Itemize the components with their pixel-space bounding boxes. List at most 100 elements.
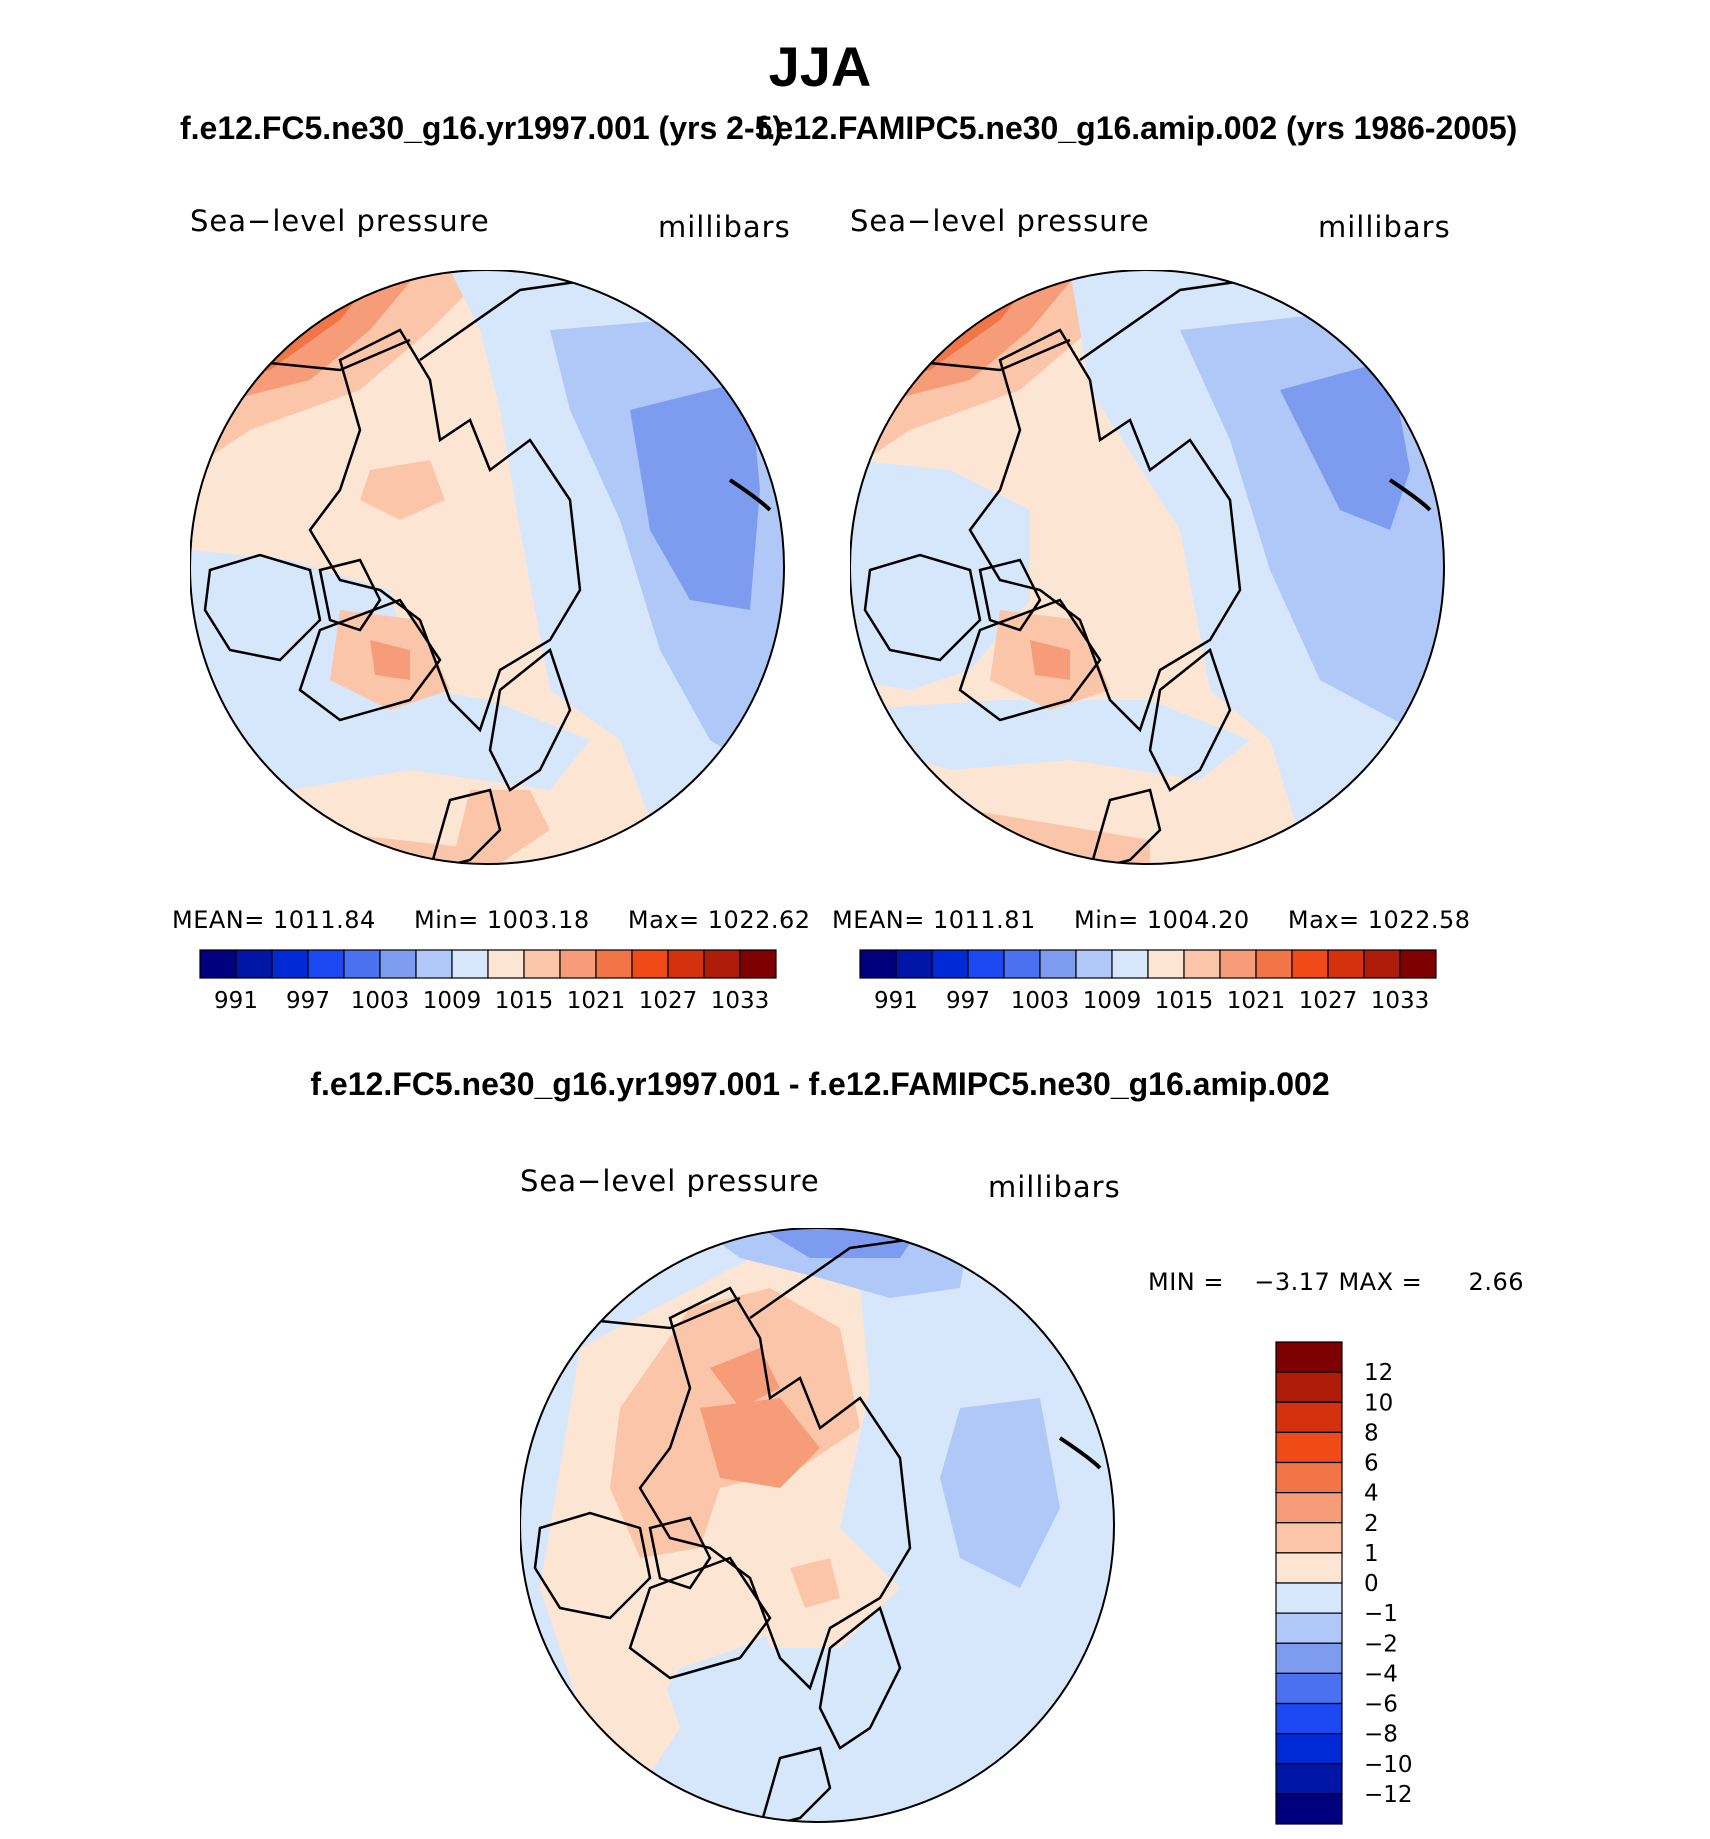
land-outline	[1388, 478, 1432, 512]
colorbar-tick-label: 1027	[1299, 988, 1358, 1014]
colorbar-box	[967, 949, 1005, 979]
right-max-value: 1022.58	[1367, 906, 1471, 934]
diff-case-title: f.e12.FC5.ne30_g16.yr1997.001 - f.e12.FA…	[310, 1066, 1330, 1102]
colorbar-box	[1275, 1763, 1343, 1795]
right-slp-map	[850, 270, 1445, 865]
land-outline	[239, 338, 411, 372]
land-outline	[298, 598, 442, 722]
right-min-label: Min=	[1074, 906, 1139, 934]
map-frame	[520, 1228, 1115, 1823]
colorbar-box	[931, 949, 969, 979]
colorbar-box	[199, 949, 237, 979]
map-fill	[790, 1558, 840, 1608]
diff-max-label: MAX =	[1338, 1268, 1423, 1296]
map-fill	[630, 380, 760, 610]
land-outline	[488, 647, 572, 792]
colorbar-box	[343, 949, 381, 979]
colorbar-tick-label: 1021	[567, 988, 626, 1014]
left-stats: MEAN= 1011.84 Min= 1003.18 Max= 1022.62	[172, 906, 811, 934]
right-case-title: f.e12.FAMIPC5.ne30_g16.amip.002 (yrs 198…	[756, 110, 1518, 146]
colorbar-tick-label: 2	[1364, 1511, 1379, 1537]
colorbar-tick-label: −1	[1364, 1601, 1398, 1627]
right-min-value: 1004.20	[1146, 906, 1250, 934]
land-outline	[308, 328, 582, 733]
colorbar-box	[1275, 1461, 1343, 1494]
land-outline	[628, 1556, 772, 1680]
colorbar-box	[307, 949, 345, 979]
left-case-title: f.e12.FC5.ne30_g16.yr1997.001 (yrs 2-5)	[180, 110, 784, 146]
land-outline	[648, 1516, 712, 1590]
colorbar-box	[379, 949, 417, 979]
colorbar-tick-label: 10	[1364, 1390, 1393, 1416]
diff-variable-label: Sea−level pressure	[520, 1164, 820, 1198]
right-stats: MEAN= 1011.81 Min= 1004.20 Max= 1022.58	[832, 906, 1471, 934]
right-colorbar: 991 997 1003 1009 1015 1021 1027 1033	[859, 949, 1437, 1014]
colorbar-box	[1003, 949, 1041, 979]
land-outline	[533, 1511, 652, 1620]
colorbar-tick-label: 1015	[495, 988, 554, 1014]
left-units-label: millibars	[658, 210, 791, 244]
colorbar-tick-label: 1033	[711, 988, 770, 1014]
colorbar-box	[895, 949, 933, 979]
colorbar-tick-label: 1009	[1083, 988, 1142, 1014]
colorbar-box	[451, 949, 489, 979]
left-mean-label: MEAN=	[172, 906, 265, 934]
diff-stats: MIN = −3.17 MAX = 2.66	[1148, 1268, 1524, 1296]
colorbar-box	[1275, 1431, 1343, 1464]
colorbar-tick-label: 8	[1364, 1420, 1379, 1446]
left-max-label: Max=	[627, 906, 700, 934]
colorbar-tick-label: 1003	[1011, 988, 1070, 1014]
colorbar-tick-label: 1015	[1155, 988, 1214, 1014]
left-variable-label: Sea−level pressure	[190, 204, 490, 238]
colorbar-box	[595, 949, 633, 979]
colorbar-tick-label: 4	[1364, 1481, 1379, 1507]
colorbar-tick-label: 1021	[1227, 988, 1286, 1014]
map-fill	[710, 1348, 780, 1408]
colorbar-tick-label: 1009	[423, 988, 482, 1014]
colorbar-box	[1275, 1702, 1343, 1735]
colorbar-box	[1111, 949, 1149, 979]
colorbar-box	[667, 949, 705, 979]
diff-max-value: 2.66	[1468, 1268, 1524, 1296]
figure-title: JJA	[768, 35, 872, 98]
land-outline	[318, 558, 382, 632]
map-fill	[850, 460, 1030, 690]
land-outline	[749, 1236, 921, 1320]
colorbar-box	[1275, 1793, 1343, 1825]
colorbar-box	[415, 949, 453, 979]
colorbar-box	[1275, 1401, 1343, 1433]
colorbar-tick-label: 1003	[351, 988, 410, 1014]
colorbar-box	[1039, 949, 1077, 979]
colorbar-box	[523, 949, 561, 979]
colorbar-box	[1183, 949, 1221, 979]
land-outline	[978, 558, 1042, 632]
colorbar-tick-label: 1027	[639, 988, 698, 1014]
colorbar-box	[559, 949, 597, 979]
colorbar-tick-label: 6	[1364, 1451, 1379, 1477]
left-min-label: Min=	[414, 906, 479, 934]
left-colorbar: 991 997 1003 1009 1015 1021 1027 1033	[199, 949, 777, 1014]
land-outline	[419, 278, 591, 362]
colorbar-tick-label: 1	[1364, 1541, 1379, 1567]
colorbar-box	[1275, 1492, 1343, 1524]
colorbar-box	[235, 949, 273, 979]
colorbar-box	[1147, 949, 1185, 979]
land-outline	[818, 1605, 902, 1750]
colorbar-tick-label: 12	[1364, 1360, 1393, 1386]
map-fill	[360, 460, 445, 520]
diff-min-value: −3.17	[1254, 1268, 1331, 1296]
left-max-value: 1022.62	[707, 906, 811, 934]
right-max-label: Max=	[1287, 906, 1360, 934]
colorbar-box	[1275, 1582, 1343, 1614]
colorbar-box	[1275, 1733, 1343, 1765]
map-fill	[370, 640, 410, 680]
left-slp-map	[190, 270, 785, 865]
colorbar-box	[1075, 949, 1113, 979]
map-fill	[850, 700, 1250, 780]
colorbar-box	[1399, 949, 1437, 979]
map-fill	[1280, 360, 1410, 530]
colorbar-box	[271, 949, 309, 979]
colorbar-box	[739, 949, 777, 979]
map-fill	[700, 1398, 820, 1488]
left-mean-value: 1011.84	[273, 906, 376, 934]
